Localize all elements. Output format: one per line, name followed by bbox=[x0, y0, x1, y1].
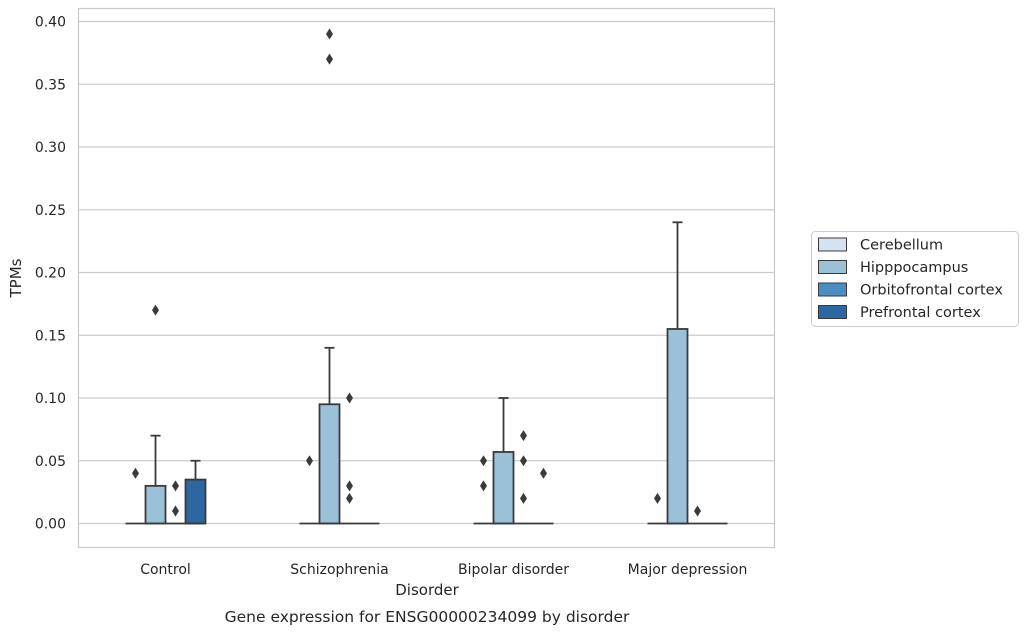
x-tick-label: Major depression bbox=[628, 562, 748, 578]
outlier-point bbox=[132, 467, 139, 479]
y-tick-labels: 0.00 0.05 0.10 0.15 0.20 0.25 0.30 0.35 0.40 bbox=[35, 15, 66, 533]
y-tick-label: 0.40 bbox=[35, 15, 66, 31]
outlier-point bbox=[480, 455, 487, 467]
outlier-point bbox=[152, 304, 159, 316]
legend: Cerebellum Hipppocampus Orbitofrontal cort… bbox=[811, 231, 1019, 327]
x-tick-labels: Control Schizophrenia Bipolar disorder Majo… bbox=[140, 562, 747, 578]
y-tick-label: 0.30 bbox=[35, 140, 66, 156]
outlier-point bbox=[326, 53, 333, 65]
outlier-point bbox=[520, 430, 527, 442]
legend-swatch bbox=[818, 282, 847, 297]
legend-label: Prefrontal cortex bbox=[860, 305, 981, 321]
plot-frame bbox=[77, 7, 776, 549]
x-tick-label: Bipolar disorder bbox=[458, 562, 569, 578]
chart-caption: Gene expression for ENSG00000234099 by d… bbox=[225, 608, 630, 626]
x-axis-label: Disorder bbox=[395, 581, 459, 599]
outlier-point bbox=[346, 480, 353, 492]
x-tick-label: Schizophrenia bbox=[290, 562, 388, 578]
box-body bbox=[184, 478, 207, 525]
legend-swatch bbox=[818, 260, 847, 274]
outlier-point bbox=[306, 455, 313, 467]
legend-label: Cerebellum bbox=[860, 238, 943, 254]
y-tick-label: 0.10 bbox=[35, 391, 66, 407]
y-tick-label: 0.05 bbox=[35, 454, 66, 470]
box-1-2 bbox=[492, 397, 515, 525]
outlier-point bbox=[520, 492, 527, 504]
legend-label: Hipppocampus bbox=[860, 260, 968, 276]
outlier-point bbox=[172, 505, 179, 517]
outlier-point bbox=[326, 28, 333, 40]
x-tick-label: Control bbox=[140, 562, 191, 578]
outlier-points bbox=[132, 28, 701, 517]
box-3-0 bbox=[184, 459, 207, 525]
box-body bbox=[144, 484, 167, 525]
outlier-point bbox=[654, 492, 661, 504]
box-1-0 bbox=[144, 434, 167, 525]
y-tick-label: 0.15 bbox=[35, 328, 66, 344]
legend-label: Orbitofrontal cortex bbox=[860, 283, 1003, 299]
y-tick-label: 0.25 bbox=[35, 203, 66, 219]
box-body bbox=[318, 403, 341, 525]
box-body bbox=[492, 451, 515, 525]
outlier-point bbox=[346, 492, 353, 504]
y-tick-label: 0.20 bbox=[35, 266, 66, 282]
outlier-point bbox=[480, 480, 487, 492]
legend-swatch bbox=[818, 305, 847, 319]
outlier-point bbox=[540, 467, 547, 479]
box-groups bbox=[125, 221, 728, 525]
legend-frame bbox=[811, 231, 1019, 327]
box-1-1 bbox=[318, 346, 341, 525]
y-axis-label: TPMs bbox=[7, 258, 25, 298]
outlier-point bbox=[520, 455, 527, 467]
outlier-point bbox=[346, 392, 353, 404]
outlier-point bbox=[694, 505, 701, 517]
box-1-3 bbox=[666, 221, 689, 525]
y-tick-label: 0.00 bbox=[35, 517, 66, 533]
outlier-point bbox=[172, 480, 179, 492]
y-tick-label: 0.35 bbox=[35, 77, 66, 93]
legend-swatch bbox=[818, 237, 847, 252]
box-body bbox=[666, 328, 689, 525]
